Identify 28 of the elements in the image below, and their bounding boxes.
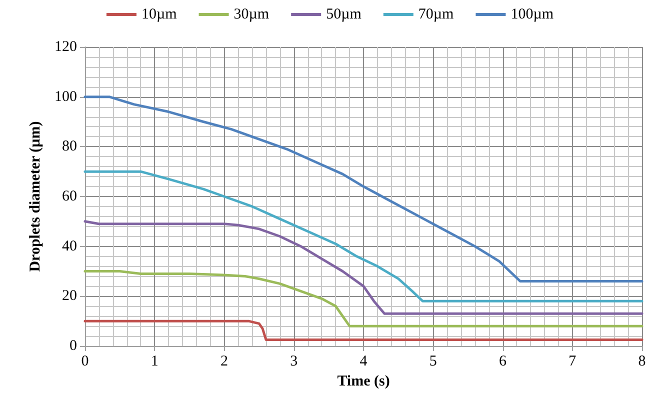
legend-label: 30µm bbox=[234, 6, 270, 22]
line-series bbox=[84, 270, 644, 328]
y-tick-label: 20 bbox=[62, 288, 77, 304]
legend-label: 50µm bbox=[326, 6, 362, 22]
y-tick-label: 0 bbox=[70, 338, 77, 354]
line-series bbox=[84, 96, 644, 282]
x-tick-label: 6 bbox=[499, 354, 507, 370]
x-tick-label: 5 bbox=[429, 354, 437, 370]
x-tick-label: 1 bbox=[150, 354, 158, 370]
line-series bbox=[84, 170, 644, 302]
y-tick-label: 60 bbox=[62, 188, 77, 204]
y-tick-label: 80 bbox=[62, 138, 77, 155]
line-series bbox=[84, 320, 644, 342]
line-series bbox=[84, 220, 644, 315]
legend-label: 10µm bbox=[141, 6, 178, 22]
x-tick-label: 2 bbox=[220, 354, 228, 370]
legend-label: 70µm bbox=[418, 6, 454, 22]
y-axis-title: Droplets diameter (µm) bbox=[28, 121, 44, 272]
x-tick-label: 7 bbox=[568, 354, 577, 370]
x-axis-title: Time (s) bbox=[337, 373, 390, 390]
x-tick-label: 8 bbox=[638, 354, 646, 370]
y-tick-label: 40 bbox=[62, 238, 77, 254]
x-tick-label: 4 bbox=[360, 354, 368, 370]
y-tick-label: 100 bbox=[54, 88, 77, 105]
y-tick-label: 120 bbox=[54, 39, 77, 55]
x-tick-label: 0 bbox=[81, 354, 89, 370]
legend-label: 100µm bbox=[510, 6, 554, 22]
x-tick-label: 3 bbox=[290, 354, 298, 370]
